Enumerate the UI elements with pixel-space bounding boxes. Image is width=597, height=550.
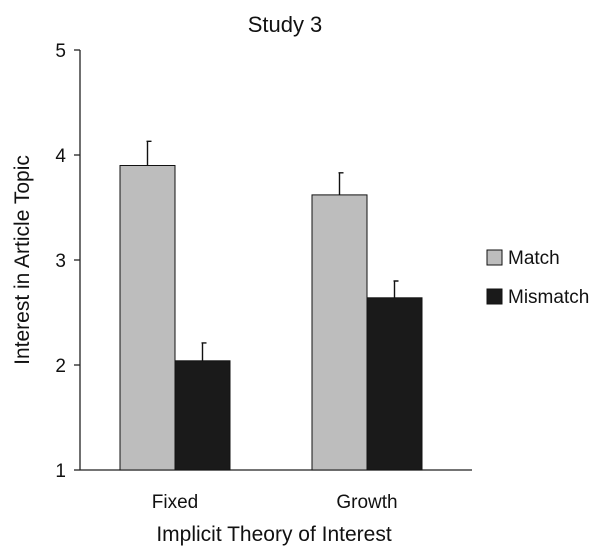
- y-tick-label-1: 2: [55, 356, 66, 377]
- legend: Match Mismatch: [486, 248, 589, 308]
- x-tick-label-growth: Growth: [336, 492, 397, 513]
- error-bar-mismatch-fixed: [201, 342, 207, 361]
- legend-label-match: Match: [508, 248, 560, 269]
- y-tick-label-3: 4: [55, 146, 66, 167]
- error-bar-mismatch-growth: [393, 280, 399, 298]
- bar-mismatch-fixed: [174, 360, 231, 471]
- y-axis-title: Interest in Article Topic: [11, 155, 34, 365]
- error-bar-match-growth: [338, 172, 344, 195]
- x-tick-label-fixed: Fixed: [152, 492, 198, 513]
- legend-swatch-mismatch: [486, 288, 503, 305]
- bar-mismatch-growth: [366, 297, 423, 471]
- bars-group: [119, 140, 423, 471]
- legend-label-mismatch: Mismatch: [508, 287, 589, 308]
- y-tick-label-4: 5: [55, 41, 66, 62]
- bar-match-growth: [311, 194, 368, 471]
- y-tick-label-0: 1: [55, 461, 66, 482]
- x-axis-title: Implicit Theory of Interest: [156, 523, 392, 546]
- y-axis-ticks: 1 2 3 4 5: [55, 41, 80, 482]
- x-axis-ticks: Fixed Growth: [152, 492, 398, 513]
- y-tick-label-2: 3: [55, 251, 66, 272]
- legend-swatch-match: [486, 249, 503, 266]
- bar-match-fixed: [119, 165, 176, 471]
- chart-title: Study 3: [248, 12, 323, 37]
- error-bar-match-fixed: [146, 140, 152, 166]
